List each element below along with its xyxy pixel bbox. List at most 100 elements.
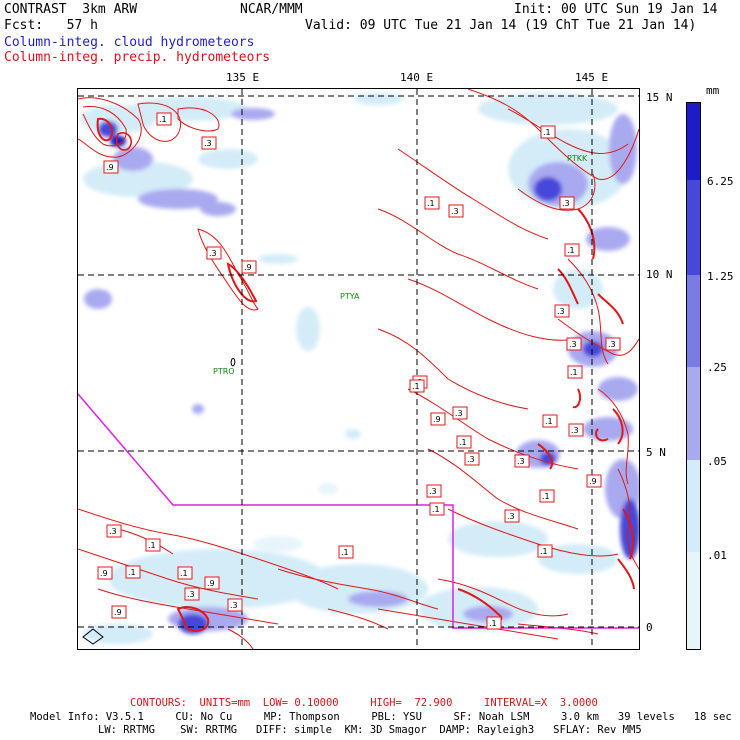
colorbar-label-1-25: 1.25 <box>707 270 734 283</box>
contour-label: .1 <box>564 243 580 257</box>
svg-text:.1: .1 <box>180 569 188 578</box>
fcst-value: 57 h <box>66 18 98 33</box>
contour-label: .1 <box>409 379 425 393</box>
colorbar <box>686 102 701 650</box>
contour-label: .3 <box>559 196 575 210</box>
svg-text:.3: .3 <box>230 601 238 610</box>
svg-text:.3: .3 <box>569 340 577 349</box>
svg-text:.1: .1 <box>545 417 553 426</box>
station-ptro: PTRO <box>213 367 235 376</box>
contour-label: .3 <box>504 509 520 523</box>
contour-label: .3 <box>554 304 570 318</box>
contour-label: .3 <box>568 423 584 437</box>
svg-text:.1: .1 <box>489 619 497 628</box>
svg-text:.3: .3 <box>557 307 565 316</box>
svg-text:.3: .3 <box>562 199 570 208</box>
contour-label: .1 <box>486 616 502 630</box>
contour-label: .3 <box>566 337 582 351</box>
svg-text:.3: .3 <box>571 426 579 435</box>
lon-label-135: 135 E <box>226 71 260 84</box>
svg-text:.1: .1 <box>570 368 578 377</box>
svg-text:.3: .3 <box>507 512 515 521</box>
svg-text:.3: .3 <box>429 487 437 496</box>
lat-label-0: 0 <box>646 621 653 634</box>
svg-text:.1: .1 <box>540 547 548 556</box>
init-time: Init: 00 UTC Sun 19 Jan 14 <box>514 2 718 17</box>
colorbar-band-4 <box>687 367 700 460</box>
contour-label: .9 <box>430 412 446 426</box>
contour-label: .3 <box>426 484 442 498</box>
contour-label: .1 <box>567 365 583 379</box>
station-ptya: PTYA <box>340 292 360 301</box>
svg-text:.9: .9 <box>589 477 597 486</box>
colorbar-label-0-25: .25 <box>707 361 727 374</box>
contour-label: .3 <box>227 598 243 612</box>
svg-text:.9: .9 <box>244 263 252 272</box>
contour-label: .1 <box>456 435 472 449</box>
svg-text:.3: .3 <box>467 455 475 464</box>
svg-text:.1: .1 <box>159 115 167 124</box>
svg-text:.1: .1 <box>432 505 440 514</box>
svg-text:.1: .1 <box>341 548 349 557</box>
contour-label: .9 <box>103 160 119 174</box>
coastlines <box>82 358 236 645</box>
svg-text:.1: .1 <box>128 568 136 577</box>
contour-label: .1 <box>542 414 558 428</box>
contour-label: .3 <box>184 587 200 601</box>
lon-label-140: 140 E <box>400 71 434 84</box>
contour-label: .3 <box>448 204 464 218</box>
station-ptkk: PTKK <box>567 154 588 163</box>
svg-text:.1: .1 <box>412 382 420 391</box>
contour-label: .1 <box>177 566 193 580</box>
model-detail: 3km ARW <box>82 2 138 17</box>
svg-text:.9: .9 <box>100 569 108 578</box>
svg-text:.9: .9 <box>207 579 215 588</box>
model-info-line-2: LW: RRTMG SW: RRTMG DIFF: simple KM: 3D … <box>98 724 642 736</box>
svg-text:.3: .3 <box>209 249 217 258</box>
svg-text:.9: .9 <box>106 163 114 172</box>
lat-label-15n: 15 N <box>646 91 673 104</box>
colorbar-unit: mm <box>706 84 720 97</box>
contour-label: .3 <box>464 452 480 466</box>
svg-text:.3: .3 <box>204 139 212 148</box>
contour-label: .9 <box>97 566 113 580</box>
contour-label: .3 <box>605 337 621 351</box>
contour-label: .1 <box>537 544 553 558</box>
contour-labels: .1.3.9.1.3.1.3.1.3.9.3.3.1.9.3.3.3.9.1.1… <box>97 112 621 630</box>
svg-text:.3: .3 <box>608 340 616 349</box>
svg-text:.3: .3 <box>187 590 195 599</box>
svg-text:.3: .3 <box>517 457 525 466</box>
cloud-shading <box>80 93 639 644</box>
grid-lines <box>78 89 639 649</box>
model-name: CONTRAST <box>4 2 67 17</box>
field-cloud-label: Column-integ. cloud hydrometeors <box>4 35 255 50</box>
svg-text:.1: .1 <box>567 246 575 255</box>
colorbar-label-0-05: .05 <box>707 455 727 468</box>
svg-text:.1: .1 <box>542 492 550 501</box>
lat-label-10n: 10 N <box>646 268 673 281</box>
field-precip-label: Column-integ. precip. hydrometeors <box>4 50 271 65</box>
contour-label: .1 <box>145 538 161 552</box>
station-layer: PTYA PTRO PTKK <box>213 154 588 376</box>
contour-label: .1 <box>338 545 354 559</box>
lon-label-145: 145 E <box>575 71 609 84</box>
colorbar-band-2 <box>687 180 700 275</box>
svg-text:.1: .1 <box>427 199 435 208</box>
svg-text:.9: .9 <box>114 608 122 617</box>
lat-label-5n: 5 N <box>646 446 666 459</box>
svg-text:.1: .1 <box>148 541 156 550</box>
svg-text:.9: .9 <box>433 415 441 424</box>
contour-label: .1 <box>424 196 440 210</box>
contour-label: .9 <box>241 260 257 274</box>
map-panel: .1.3.9.1.3.1.3.1.3.9.3.3.1.9.3.3.3.9.1.1… <box>77 88 640 650</box>
contour-label: .9 <box>586 474 602 488</box>
svg-text:.1: .1 <box>459 438 467 447</box>
forecast-hour: Fcst: 57 h <box>4 18 98 33</box>
svg-text:.3: .3 <box>451 207 459 216</box>
colorbar-band-3 <box>687 275 700 367</box>
contour-label: .1 <box>429 502 445 516</box>
map-canvas: .1.3.9.1.3.1.3.1.3.9.3.3.1.9.3.3.3.9.1.1… <box>78 89 639 649</box>
contour-info: CONTOURS: UNITS=mm LOW= 0.10000 HIGH= 72… <box>130 697 598 709</box>
contour-label: .3 <box>106 524 122 538</box>
contour-label: .3 <box>514 454 530 468</box>
